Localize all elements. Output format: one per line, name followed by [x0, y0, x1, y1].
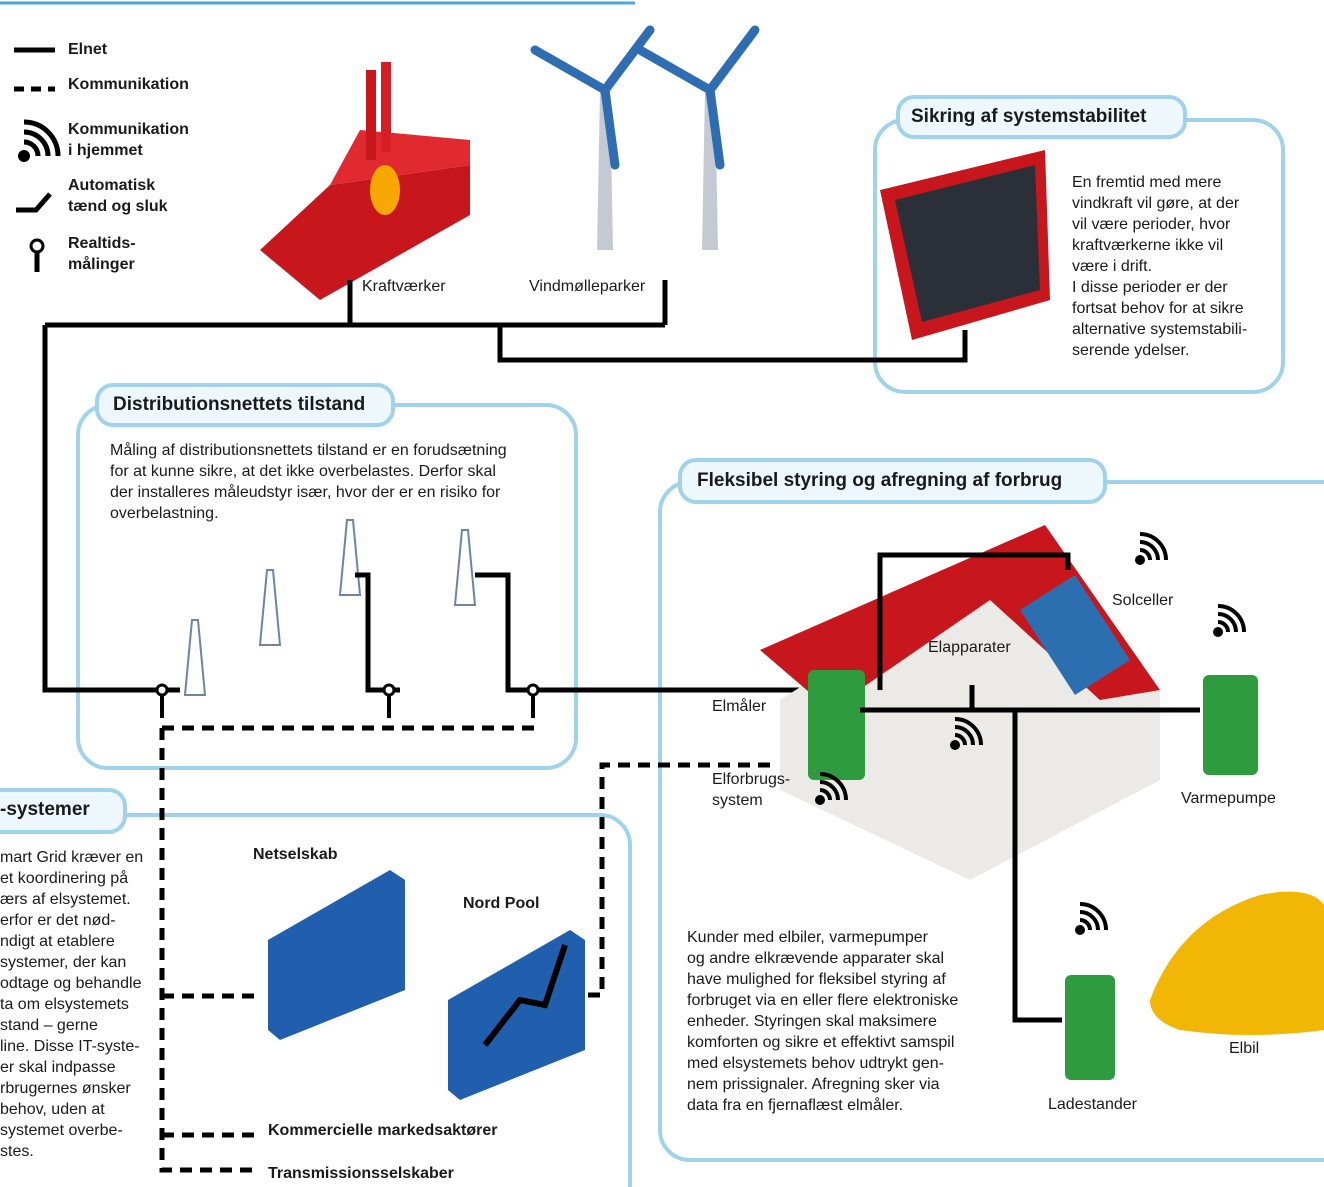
legend-probe — [31, 240, 43, 252]
label: Netselskab — [253, 846, 338, 863]
turbine-blade — [605, 30, 650, 90]
panel-title: Sikring af systemstabilitet — [911, 106, 1147, 127]
home-comm-icon — [950, 740, 960, 750]
panel-text: systemer, der kan — [0, 954, 126, 971]
panel-text: fortsat behov for at sikre — [1072, 300, 1244, 317]
panel-text: kraftværkerne ikke vil — [1072, 237, 1223, 254]
label: Kraftværker — [362, 278, 446, 295]
panel-text: et koordinering på — [0, 869, 128, 887]
panel-text: odtage og behandle — [0, 975, 142, 992]
label: Transmissionsselskaber — [268, 1165, 454, 1182]
sensor-node — [528, 685, 538, 695]
label: Elforbrugs- — [712, 771, 790, 788]
panel-text: mart Grid kræver en — [0, 849, 143, 866]
panel-text: I disse perioder er der — [1072, 279, 1228, 296]
panel-text: serende ydelser. — [1072, 342, 1189, 359]
panel-text: Måling af distributionsnettets tilstand … — [110, 441, 507, 459]
panel-text: der installeres måleudstyr især, hvor de… — [110, 483, 501, 501]
charger — [1065, 975, 1115, 1080]
panel — [78, 405, 576, 768]
turbine-blade — [710, 30, 755, 90]
panel-text: behov, uden at — [0, 1101, 105, 1118]
panel-title: -systemer — [0, 799, 90, 820]
diagram: Elnet Kommunikation Kommunikation i hjemmet… — [0, 0, 1324, 1187]
panel-text: have mulighed for fleksibel styring af — [687, 971, 946, 988]
pylon — [185, 620, 205, 695]
panel-text: for at kunne sikre, at det ikke overbela… — [110, 463, 496, 480]
sensor-node — [384, 685, 394, 695]
home-comm-icon — [1075, 925, 1085, 935]
label: Elmåler — [712, 697, 767, 715]
panel-text: nem prissignaler. Afregning sker via — [687, 1076, 940, 1093]
legend-label: Kommunikation — [68, 76, 189, 93]
panel-title: Distributionsnettets tilstand — [113, 394, 365, 415]
page: Elnet Kommunikation Kommunikation i hjemmet… — [0, 0, 1324, 1187]
panel-text: enheder. Styringen skal maksimere — [687, 1013, 937, 1030]
grid-line — [355, 575, 400, 690]
panel-text: ndigt at etablere — [0, 933, 115, 950]
home-comm-icon — [815, 795, 825, 805]
panel-text: stand – gerne — [0, 1017, 98, 1034]
panel-text: line. Disse IT-syste- — [0, 1038, 140, 1055]
grid-line — [475, 575, 805, 690]
label: Varmepumpe — [1181, 790, 1276, 807]
panel-text: er skal indpasse — [0, 1059, 116, 1076]
panel-text: vil være perioder, hvor — [1072, 216, 1231, 233]
legend-label: Elnet — [68, 41, 108, 58]
pylon — [455, 530, 475, 605]
label: Solceller — [1112, 592, 1174, 609]
legend-label: i hjemmet — [68, 142, 143, 159]
panel-text: med elsystemets behov udtrykt gen- — [687, 1055, 944, 1072]
panel-text: erfor er det nød- — [0, 912, 116, 929]
label: Nord Pool — [463, 895, 539, 912]
chimney — [366, 70, 376, 160]
label: Kommercielle markedsaktører — [268, 1122, 497, 1139]
panel-text: systemet overbe- — [0, 1122, 123, 1139]
panel-text: og andre elkrævende apparater skal — [687, 950, 944, 967]
dso-server — [268, 870, 405, 1040]
home-comm-icon — [1213, 627, 1223, 637]
pylon — [340, 520, 360, 595]
flame — [370, 165, 400, 215]
panel-text: alternative systemstabili- — [1072, 321, 1247, 338]
legend-wifi-icon — [18, 150, 30, 162]
turbine-blade — [535, 50, 605, 90]
pylon — [260, 570, 280, 645]
panel-text: stes. — [0, 1143, 34, 1160]
label: system — [712, 792, 763, 809]
label: Elapparater — [928, 639, 1011, 656]
meter-box — [808, 670, 865, 780]
panel-text: rbrugernes ønsker — [0, 1080, 131, 1097]
panel-text: data fra en fjernaflæst elmåler. — [687, 1096, 903, 1114]
panel-text: ærs af elsystemet. — [0, 891, 131, 908]
legend-label: målinger — [68, 255, 135, 273]
panel-text: være i drift. — [1072, 258, 1152, 275]
panel-text: Kunder med elbiler, varmepumper — [687, 929, 929, 946]
panel-text: komforten og sikre et effektivt samspil — [687, 1034, 954, 1051]
label: Elbil — [1229, 1040, 1259, 1057]
heat-pump — [1203, 675, 1258, 775]
panel-text: forbruget via en eller flere elektronisk… — [687, 992, 958, 1009]
grid-line — [500, 325, 965, 360]
label: Ladestander — [1048, 1096, 1138, 1113]
panel-text: overbelastning. — [110, 505, 219, 522]
turbine-blade — [640, 50, 710, 90]
home-comm-icon — [1135, 555, 1145, 565]
electric-car — [1150, 892, 1324, 1035]
comm-line — [162, 728, 260, 1170]
panel-text: En fremtid med mere — [1072, 174, 1221, 191]
legend-label: Kommunikation — [68, 121, 189, 138]
chimney — [381, 62, 391, 152]
sensor-node — [157, 685, 167, 695]
legend-switch — [16, 194, 50, 210]
legend-label: Automatisk — [68, 177, 155, 194]
panel-text: vindkraft vil gøre, at der — [1072, 195, 1240, 212]
panel-title: Fleksibel styring og afregning af forbru… — [697, 470, 1062, 491]
legend-label: Realtids- — [68, 235, 136, 252]
panel-text: ta om elsystemets — [0, 996, 129, 1013]
label: Vindmølleparker — [529, 278, 646, 295]
legend-label: tænd og sluk — [68, 198, 168, 215]
